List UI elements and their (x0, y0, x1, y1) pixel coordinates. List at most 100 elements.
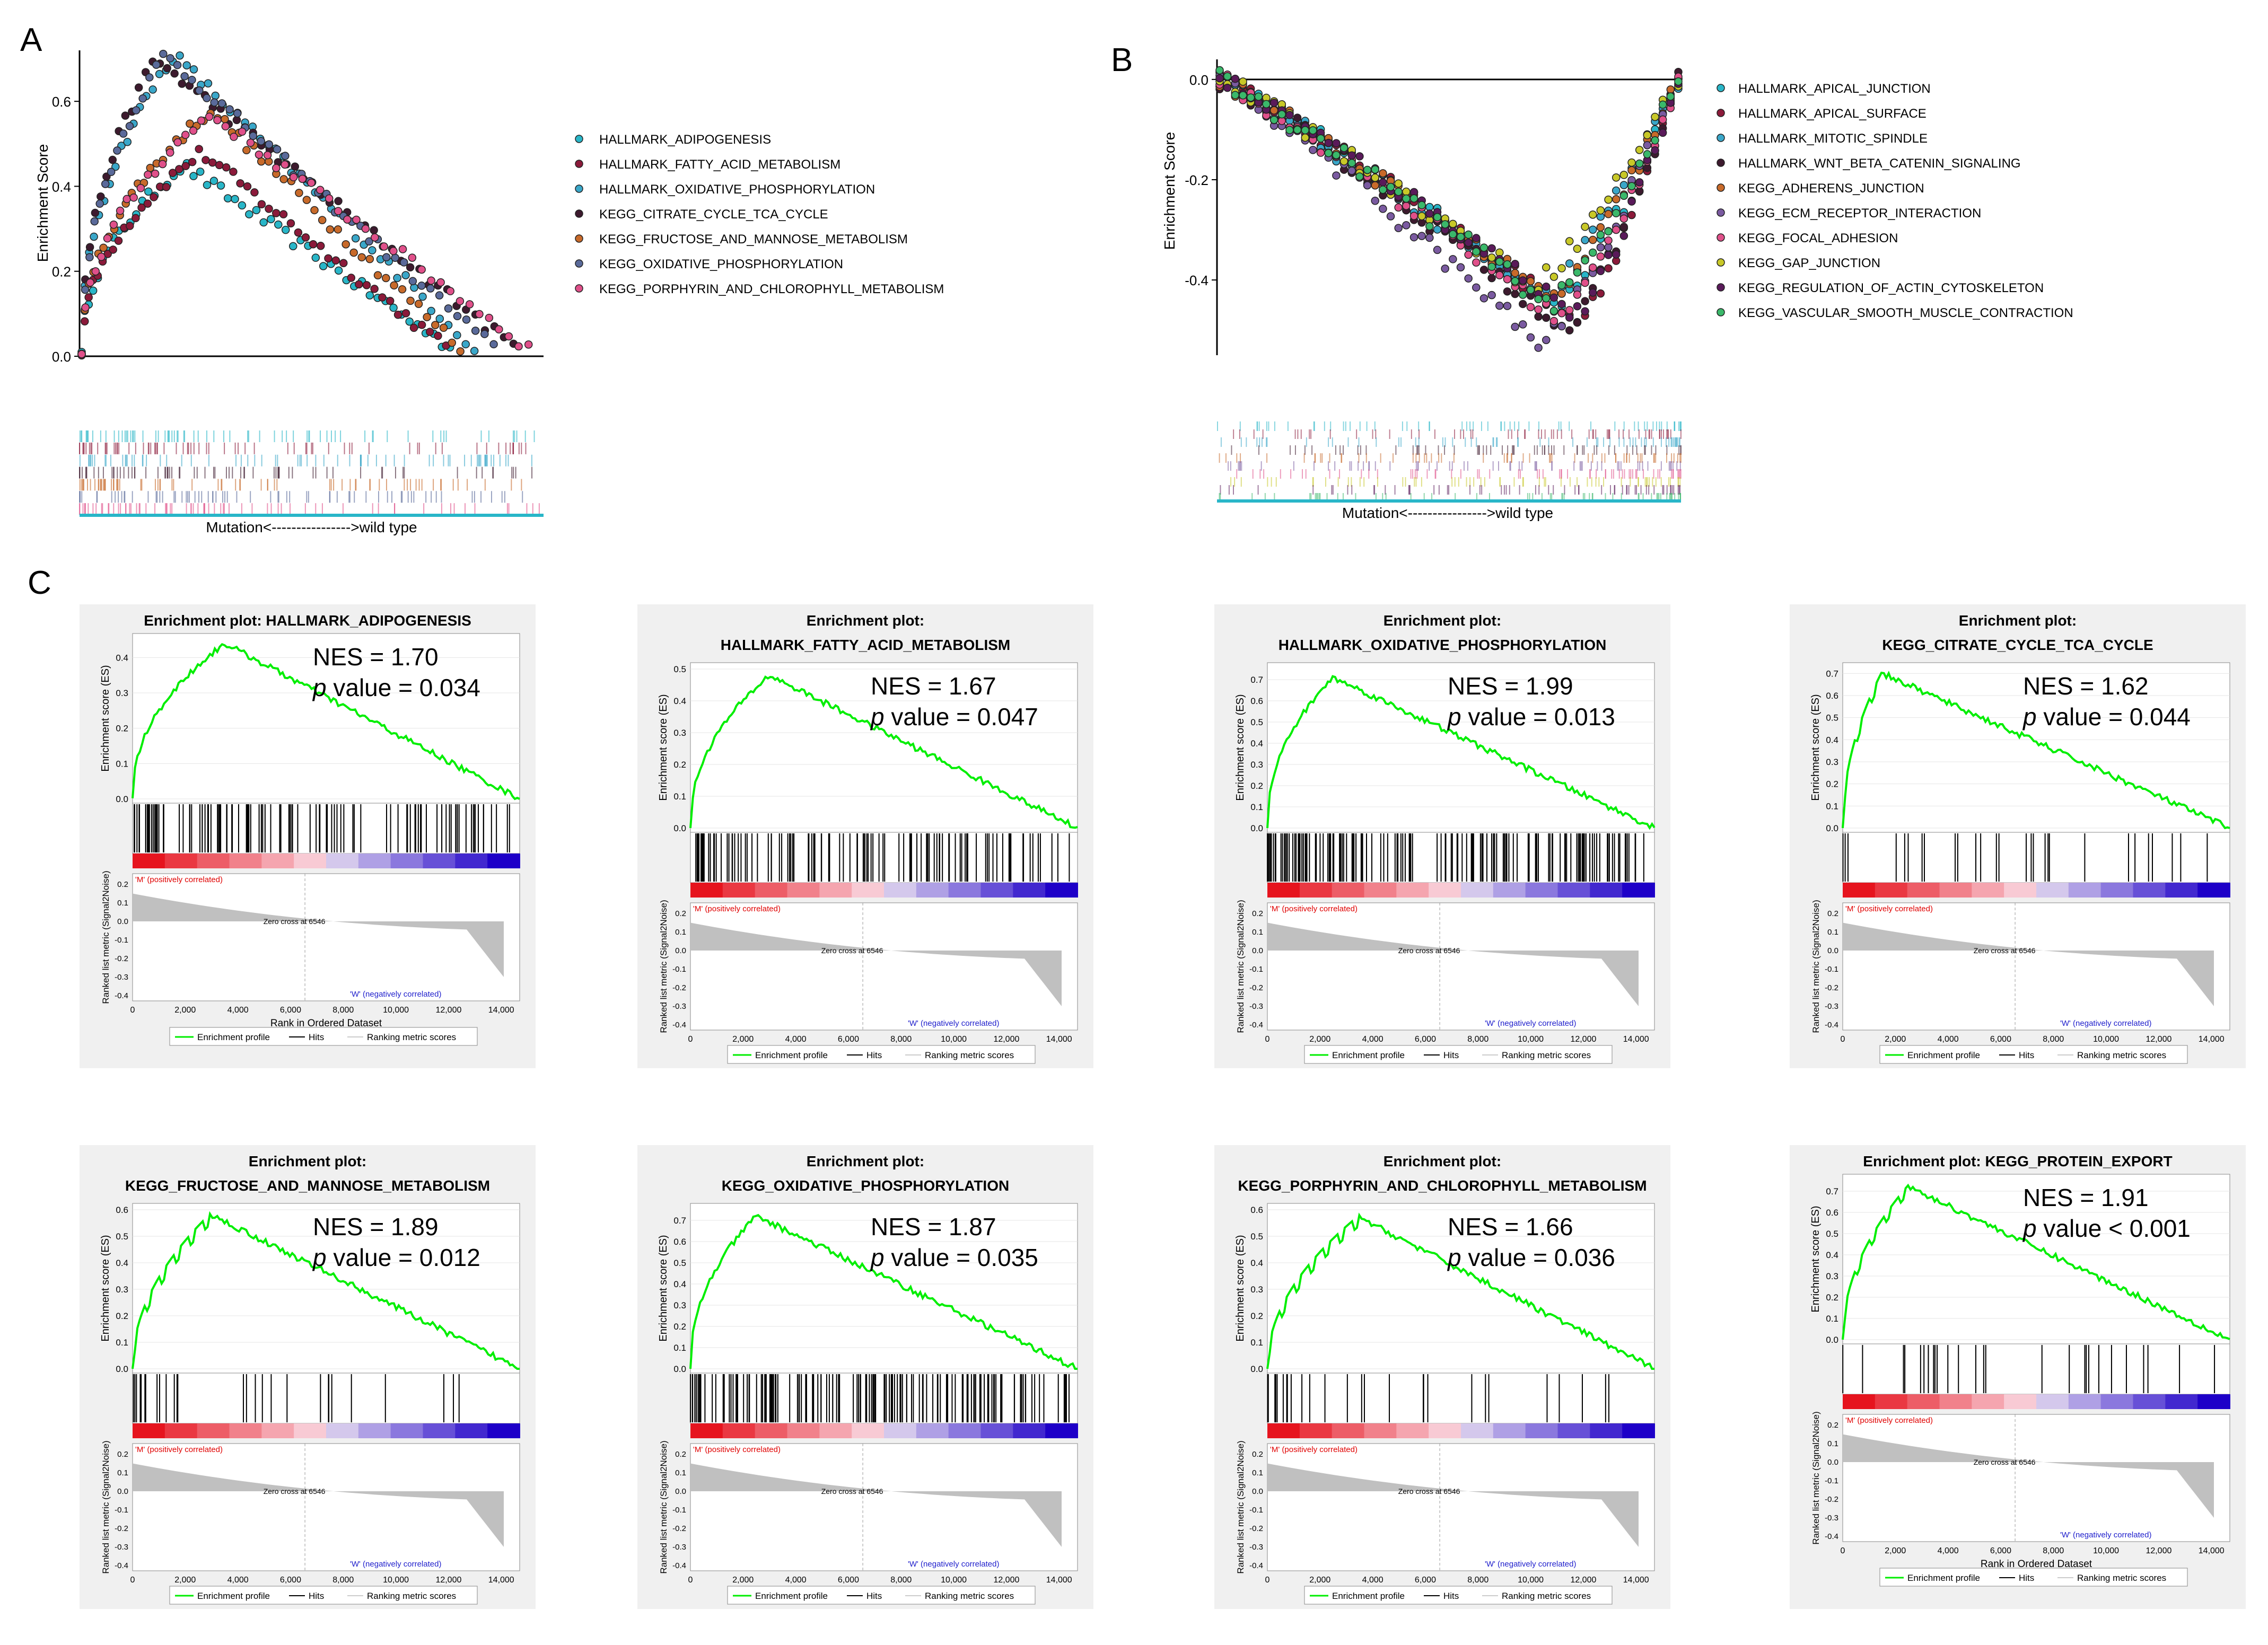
rank-xtick-label: 0 (130, 1006, 135, 1015)
b-point-8 (1604, 251, 1613, 259)
b-point-3 (1565, 326, 1574, 335)
rank-ytick-label: -0.3 (1249, 1543, 1263, 1552)
legend-ranking-label: Ranking metric scores (1502, 1591, 1591, 1601)
b-point-8 (1651, 146, 1659, 155)
es-ytick-label: 0.0 (116, 794, 128, 804)
ranked-list-area (132, 873, 520, 1001)
b-point-5 (1643, 141, 1652, 149)
b-point-9 (1277, 110, 1286, 119)
a-point-3 (178, 80, 186, 88)
a-point-5 (101, 180, 110, 188)
enrichment-profile-line (132, 643, 520, 800)
rank-ytick-label: 0.0 (117, 917, 128, 926)
heat-segment (1045, 883, 1078, 898)
zero-cross-label: Zero cross at 6546 (821, 946, 883, 955)
heat-segment (1939, 883, 1973, 898)
b-point-7 (1588, 210, 1597, 219)
rank-ytick-label: -0.3 (115, 1543, 128, 1552)
b-point-3 (1581, 297, 1589, 305)
es-ytick-label: 0.4 (1826, 1250, 1838, 1260)
a-point-6 (307, 179, 316, 187)
nes-value: NES = 1.87 (871, 1213, 996, 1241)
rank-ytick-label: 0.0 (1252, 1487, 1263, 1496)
zero-cross-label: Zero cross at 6546 (1398, 1487, 1460, 1496)
es-ytick-label: 0.5 (1826, 713, 1838, 723)
a-legend-marker (575, 135, 583, 143)
a-point-4 (406, 296, 415, 305)
b-point-5 (1456, 263, 1465, 272)
a-point-6 (352, 215, 361, 224)
rank-ylabel: Ranked list metric (Signal2Noise) (659, 1440, 669, 1573)
b-point-4 (1612, 195, 1621, 204)
ranked-metric-area (1843, 922, 2214, 1006)
heat-segment (1013, 1423, 1046, 1438)
gsea-title-line2: HALLMARK_FATTY_ACID_METABOLISM (721, 637, 1011, 653)
heat-segment (1045, 1423, 1078, 1438)
b-legend-marker (1717, 258, 1725, 267)
rank-xtick-label: 10,000 (941, 1576, 967, 1585)
b-point-9 (1627, 182, 1636, 190)
b-point-9 (1643, 150, 1652, 159)
b-point-8 (1223, 83, 1232, 92)
a-ylabel: Enrichment Score (34, 144, 51, 262)
p-value-text: value = 0.044 (2037, 703, 2191, 731)
heat-segment (852, 883, 885, 898)
b-point-9 (1332, 151, 1341, 160)
neg-corr-label: 'W' (negatively correlated) (908, 1019, 999, 1028)
legend-profile-label: Enrichment profile (1332, 1591, 1405, 1601)
legend-ranking-label: Ranking metric scores (1502, 1050, 1591, 1060)
es-plot-area (132, 1203, 520, 1374)
a-point-5 (408, 277, 417, 286)
p-value-line: p value = 0.034 (312, 674, 480, 701)
legend-hits-label: Hits (866, 1050, 882, 1060)
es-ytick-label: 0.2 (116, 724, 128, 734)
a-point-1 (425, 328, 434, 336)
a-point-6 (456, 297, 465, 305)
rank-ytick-label: 0.1 (1252, 928, 1263, 937)
a-point-6 (436, 278, 445, 287)
b-point-6 (1472, 258, 1481, 267)
b-point-7 (1371, 173, 1379, 182)
a-point-5 (210, 98, 218, 107)
es-ytick-label: 0.3 (116, 1285, 128, 1295)
p-value-line: p value = 0.013 (1447, 703, 1615, 731)
a-point-1 (162, 183, 171, 191)
b-point-5 (1363, 181, 1372, 190)
b-legend-label: HALLMARK_WNT_BETA_CATENIN_SIGNALING (1738, 156, 2021, 171)
es-ytick-label: 0.4 (116, 653, 128, 663)
rank-xtick-label: 12,000 (435, 1006, 461, 1015)
b-ytick-label: 0.0 (1189, 72, 1209, 88)
heat-segment (2036, 883, 2069, 898)
b-point-7 (1573, 244, 1582, 253)
heat-segment (294, 854, 327, 868)
b-point-9 (1409, 194, 1418, 203)
a-point-3 (291, 162, 300, 171)
a-legend-label: KEGG_FRUCTOSE_AND_MANNOSE_METABOLISM (599, 232, 908, 247)
gsea-title-line2: KEGG_CITRATE_CYCLE_TCA_CYCLE (1882, 637, 2153, 653)
b-point-9 (1526, 286, 1535, 294)
a-point-3 (121, 111, 130, 120)
a-point-1 (143, 199, 152, 208)
a-point-6 (221, 122, 230, 131)
b-point-1 (1627, 210, 1636, 219)
b-point-7 (1339, 157, 1348, 165)
heat-segment (755, 883, 788, 898)
a-point-4 (414, 300, 423, 309)
a-point-5 (480, 330, 489, 338)
rank-xtick-label: 10,000 (1518, 1576, 1544, 1585)
b-point-5 (1511, 322, 1519, 331)
rank-xtick-label: 6,000 (1415, 1035, 1436, 1044)
b-point-5 (1386, 212, 1395, 221)
a-point-2 (418, 292, 427, 301)
heat-segment (326, 1423, 359, 1438)
es-ytick-label: 0.4 (1826, 735, 1838, 745)
enrichment-profile-line (689, 1213, 1078, 1370)
a-point-5 (152, 60, 161, 69)
heat-segment (261, 854, 295, 868)
rank-xtick-label: 2,000 (174, 1576, 196, 1585)
legend-profile-label: Enrichment profile (755, 1050, 828, 1060)
a-point-1 (370, 285, 379, 293)
rank-xtick-label: 0 (1841, 1546, 1845, 1555)
heat-segment (390, 854, 424, 868)
a-legend-marker (575, 209, 583, 218)
